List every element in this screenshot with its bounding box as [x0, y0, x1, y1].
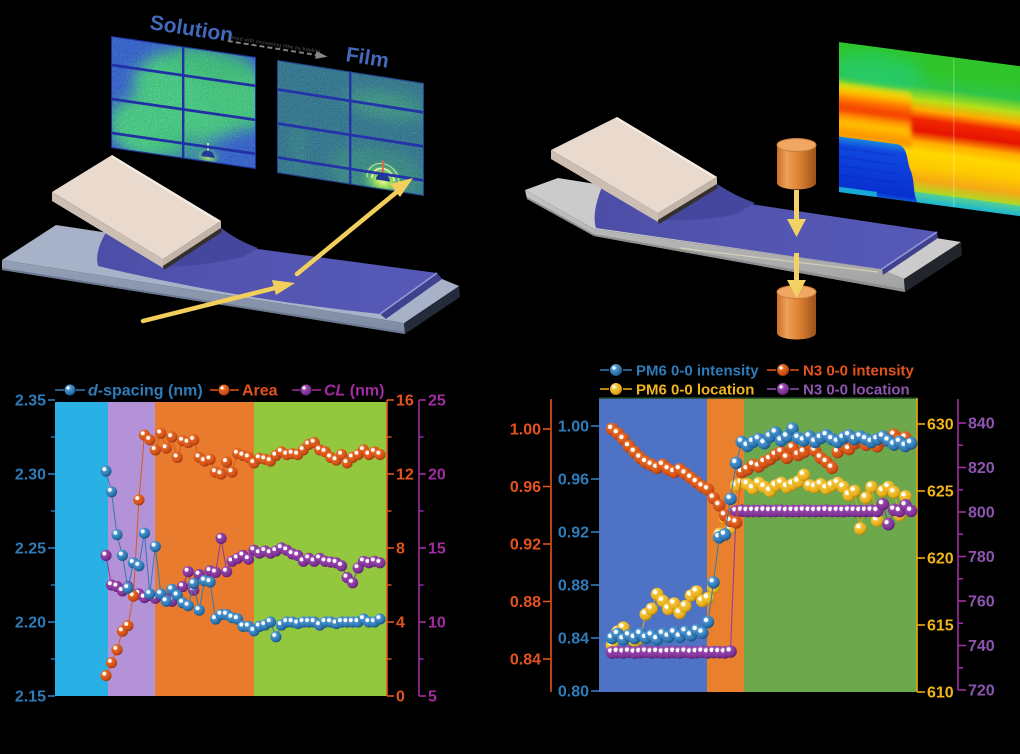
- svg-text:2.30: 2.30: [15, 467, 46, 484]
- svg-text:740: 740: [968, 638, 995, 655]
- svg-text:10: 10: [428, 615, 446, 632]
- svg-text:5: 5: [428, 689, 437, 706]
- svg-text:N3 0-0 intensity: N3 0-0 intensity: [803, 363, 915, 380]
- svg-text:1.00: 1.00: [510, 422, 541, 439]
- svg-text:0: 0: [396, 689, 405, 706]
- svg-text:12: 12: [396, 467, 414, 484]
- svg-text:760: 760: [968, 594, 995, 611]
- svg-text:610: 610: [927, 685, 954, 702]
- svg-text:0.84: 0.84: [558, 631, 589, 648]
- svg-text:16: 16: [396, 393, 414, 410]
- svg-text:PM6 0-0 location: PM6 0-0 location: [636, 382, 754, 399]
- svg-text:25: 25: [428, 393, 446, 410]
- svg-text:780: 780: [968, 549, 995, 566]
- svg-text:630: 630: [927, 417, 954, 434]
- svg-text:Area: Area: [242, 383, 278, 400]
- svg-text:15: 15: [428, 541, 446, 558]
- svg-text:0.92: 0.92: [558, 525, 589, 542]
- svg-text:d-spacing (nm): d-spacing (nm): [88, 383, 203, 400]
- svg-text:N3 0-0 location: N3 0-0 location: [803, 382, 910, 399]
- svg-text:0.84: 0.84: [510, 652, 541, 669]
- svg-text:620: 620: [927, 551, 954, 568]
- svg-text:625: 625: [927, 484, 954, 501]
- svg-text:2.35: 2.35: [15, 393, 46, 410]
- svg-text:4: 4: [396, 615, 405, 632]
- svg-text:0.96: 0.96: [558, 472, 589, 489]
- svg-text:820: 820: [968, 460, 995, 477]
- svg-text:20: 20: [428, 467, 446, 484]
- svg-text:840: 840: [968, 416, 995, 433]
- svg-text:PM6 0-0 intensity: PM6 0-0 intensity: [636, 363, 759, 380]
- svg-text:2.20: 2.20: [15, 615, 46, 632]
- svg-text:0.92: 0.92: [510, 537, 541, 554]
- svg-text:800: 800: [968, 505, 995, 522]
- svg-text:0.88: 0.88: [510, 594, 541, 611]
- svg-text:2.25: 2.25: [15, 541, 46, 558]
- svg-text:2.15: 2.15: [15, 689, 46, 706]
- svg-text:8: 8: [396, 541, 405, 558]
- svg-text:1.00: 1.00: [558, 419, 589, 436]
- svg-text:720: 720: [968, 683, 995, 700]
- svg-text:615: 615: [927, 618, 954, 635]
- svg-text:0.96: 0.96: [510, 479, 541, 496]
- svg-text:0.88: 0.88: [558, 578, 589, 595]
- svg-text:CL (nm): CL (nm): [324, 383, 384, 400]
- svg-text:0.80: 0.80: [558, 684, 589, 701]
